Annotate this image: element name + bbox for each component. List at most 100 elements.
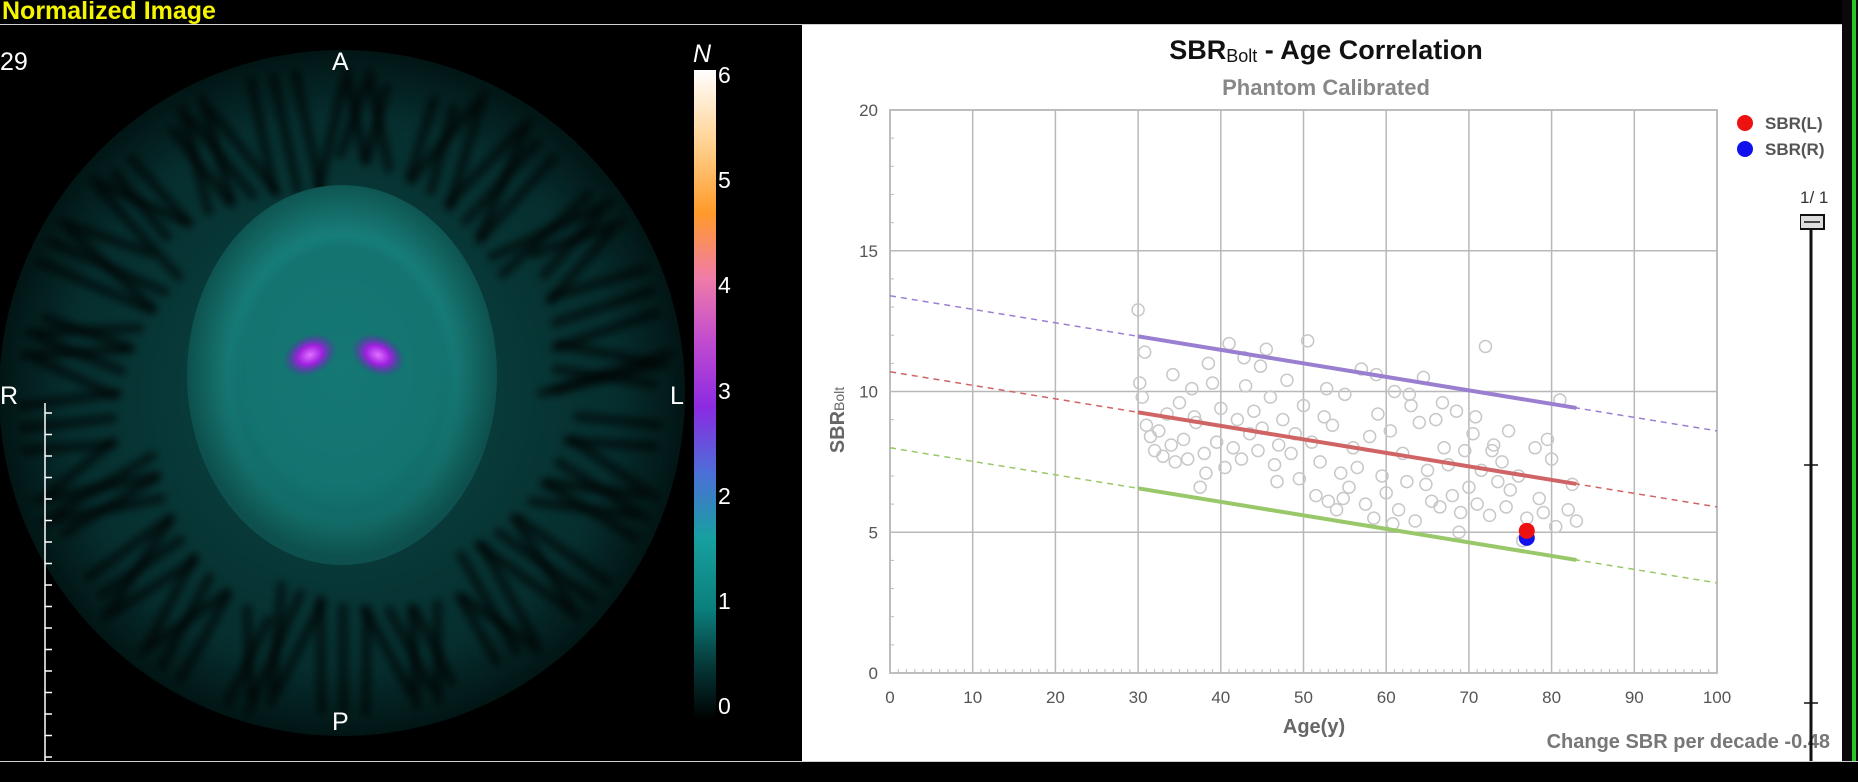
reference-point [1491,474,1505,489]
colorbar [694,70,716,720]
reference-point [1383,424,1398,438]
orientation-left: L [670,382,684,410]
reference-point [1329,502,1344,517]
reference-point [1176,432,1191,447]
x-tick-label: 40 [1211,688,1230,707]
x-tick-label: 90 [1625,688,1644,707]
reference-point [1367,511,1381,525]
reference-point [1569,514,1584,528]
reference-point [1137,345,1152,359]
reference-point [1199,466,1213,480]
brain-image-view[interactable] [0,25,802,761]
reference-point [1296,398,1311,413]
reference-point [1309,488,1323,503]
x-tick-label: 50 [1294,688,1313,707]
reference-point [1408,514,1422,528]
reference-point [1437,441,1451,455]
reference-point [1152,424,1166,438]
window-edge [1842,0,1858,781]
reference-point [1292,472,1307,486]
reference-point [1445,488,1460,503]
x-tick-label: 100 [1703,688,1731,707]
reference-point [1501,424,1516,438]
reference-point [1462,480,1476,494]
x-tick-label: 10 [963,688,982,707]
orientation-anterior: A [332,48,349,76]
reference-point [1468,410,1483,424]
reference-point [1375,469,1389,483]
x-tick-label: 70 [1459,688,1478,707]
regression-line-solid [1137,410,1577,486]
reference-point [1259,342,1274,357]
reference-point [1350,460,1365,475]
legend-marker [1737,115,1753,131]
reference-point [1470,497,1484,511]
reference-point [1133,376,1147,390]
patient-point [1518,522,1535,539]
y-axis-label-main: SBR [827,410,849,453]
reference-point [1520,511,1534,525]
reference-point [1276,412,1290,427]
background-streaks [17,67,675,718]
y-tick-label: 10 [859,383,878,402]
reference-point [1362,429,1377,444]
page-slider[interactable] [1799,185,1830,765]
bottom-bar [0,761,1858,782]
y-axis-label: SBRBolt [827,387,849,453]
legend-label: SBR(R) [1765,140,1825,159]
reference-point [1251,443,1265,458]
spect-image [0,50,716,761]
orientation-right: R [0,382,19,410]
chart-title-sub: Bolt [1226,46,1257,66]
colorbar-tick: 6 [718,62,731,88]
colorbar-tick: 3 [718,378,731,404]
reference-point [1391,502,1406,517]
reference-point [1197,446,1212,461]
reference-point [1402,387,1417,402]
reference-point [1280,373,1294,387]
reference-point [1143,429,1158,444]
reference-point [1313,455,1327,469]
view-title: Normalized Image [2,0,216,25]
striatum-left [283,333,337,377]
reference-point [1485,443,1499,458]
reference-point [1321,494,1336,509]
x-tick-label: 80 [1542,688,1561,707]
colorbar-tick: 0 [718,693,731,719]
reference-point [1180,452,1195,466]
reference-point [1242,426,1257,441]
chart-subtitle: Phantom Calibrated [1222,75,1430,100]
reference-point [1156,449,1170,463]
reference-point [1333,466,1348,480]
reference-point [1267,457,1282,472]
reference-point [1338,387,1352,402]
chart-legend: SBR(L) SBR(R) [1737,114,1825,159]
reference-point [1379,486,1393,500]
title-bar [0,0,1858,25]
reference-point [1193,480,1207,494]
reference-point [1172,396,1187,410]
reference-point [1209,435,1224,449]
reference-point [1400,474,1414,489]
x-tick-label: 0 [885,688,894,707]
colorbar-tick: 2 [718,483,731,509]
reference-point [1540,432,1555,447]
patient-points [1518,522,1535,546]
reference-point [1478,339,1493,354]
reference-point [1270,474,1284,489]
reference-point [1317,410,1331,424]
reference-point [1482,508,1497,523]
reference-point [1300,334,1315,348]
y-tick-label: 5 [869,523,878,542]
reference-point [1354,362,1369,376]
reference-point [1486,438,1501,452]
reference-point [1226,441,1240,455]
reference-point [1536,505,1551,520]
reference-point [1435,396,1450,410]
reference-point [1230,412,1245,427]
chart-title: SBRBolt - Age Correlation [1169,35,1483,66]
reference-points [1131,303,1584,548]
reference-point [1319,381,1334,396]
x-tick-label: 30 [1129,688,1148,707]
reference-point [1503,483,1517,497]
